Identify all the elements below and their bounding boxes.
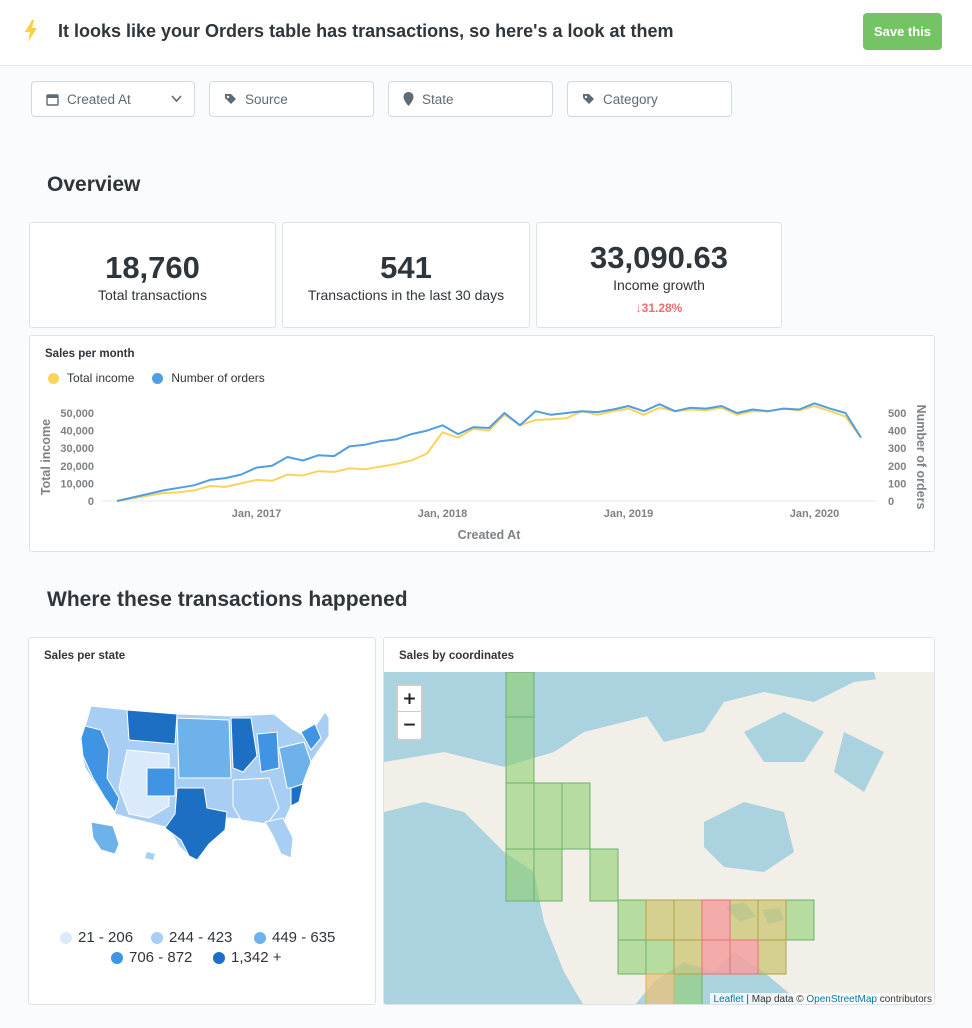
zoom-in-button[interactable]: + <box>398 686 421 712</box>
chart-title: Sales per month <box>45 348 135 360</box>
y2-tick-label: 300 <box>888 443 906 455</box>
legend-swatch <box>111 951 123 964</box>
state-legend-item: 244 - 423 <box>151 929 232 946</box>
attribution-rest: contributors <box>876 994 932 1005</box>
bolt-icon <box>25 20 37 42</box>
sales-line-chart: 0 10,000 20,000 30,000 40,000 50,000 0 100 200 30… <box>39 402 928 542</box>
kpi-card-total-transactions[interactable]: 18,760 Total transactions <box>29 222 276 328</box>
y2-tick-label: 200 <box>888 461 906 473</box>
sales-by-coordinates-card[interactable]: Sales by coordinates <box>383 637 935 1005</box>
kpi-value: 541 <box>380 250 432 285</box>
y-tick-label: 30,000 <box>60 443 94 455</box>
attribution-sep: | Map data © <box>743 994 807 1005</box>
kpi-label: Transactions in the last 30 days <box>307 287 505 303</box>
leaflet-link[interactable]: Leaflet <box>713 994 744 1005</box>
filter-label: Created At <box>67 91 131 107</box>
legend-label: 449 - 635 <box>272 929 336 946</box>
y-tick-label: 0 <box>88 496 94 508</box>
legend-dot <box>152 372 164 384</box>
x-tick-label: Jan, 2018 <box>418 508 468 520</box>
legend-dot <box>48 372 59 384</box>
filter-category[interactable]: Category <box>567 81 732 117</box>
coords-card-title: Sales by coordinates <box>399 650 515 662</box>
kpi-label: Total transactions <box>98 287 207 303</box>
location-pin-icon <box>403 92 414 106</box>
legend-label: 244 - 423 <box>169 929 233 946</box>
page-title: It looks like your Orders table has tran… <box>58 21 674 41</box>
series-line-total-income <box>116 405 862 502</box>
y2-tick-label: 100 <box>888 478 906 490</box>
state-legend-item: 21 - 206 <box>60 929 133 946</box>
overview-title: Overview <box>47 173 141 196</box>
sales-per-month-card[interactable]: Sales per month Total income Number of o… <box>29 335 935 552</box>
tag-icon <box>582 93 595 106</box>
x-tick-label: Jan, 2017 <box>232 508 282 520</box>
coordinates-map[interactable]: + − Leaflet | Map data © OpenStreetMap c… <box>384 672 934 1005</box>
y2-axis-label: Number of orders <box>914 405 928 510</box>
legend-swatch <box>213 951 225 964</box>
legend-swatch <box>60 931 72 944</box>
tag-icon <box>224 93 237 106</box>
y2-tick-label: 500 <box>888 408 906 420</box>
legend-swatch <box>151 931 163 944</box>
zoom-control: + − <box>396 684 423 741</box>
y-tick-label: 20,000 <box>60 461 94 473</box>
legend-label: 706 - 872 <box>129 949 193 966</box>
series-line-number-of-orders <box>116 402 862 502</box>
legend-item-total-income[interactable]: Total income <box>48 371 134 385</box>
legend-label: 21 - 206 <box>78 929 134 946</box>
y-tick-label: 10,000 <box>60 478 94 490</box>
chevron-down-icon <box>171 95 182 103</box>
filter-created-at[interactable]: Created At <box>31 81 195 117</box>
kpi-value: 18,760 <box>105 250 200 285</box>
kpi-change-value: 31.28% <box>641 301 683 315</box>
legend-swatch <box>254 931 266 944</box>
kpi-value: 33,090.63 <box>590 240 728 275</box>
kpi-label: Income growth <box>613 277 705 293</box>
calendar-icon <box>46 93 59 106</box>
y2-tick-label: 0 <box>888 496 894 508</box>
header: It looks like your Orders table has tran… <box>0 0 972 66</box>
legend-label: 1,342 + <box>231 949 282 966</box>
kpi-card-last-30-days[interactable]: 541 Transactions in the last 30 days <box>282 222 530 328</box>
coordinate-grid-overlay <box>505 672 815 1004</box>
legend-item-number-of-orders[interactable]: Number of orders <box>152 371 265 385</box>
legend-label: Total income <box>67 371 135 385</box>
state-card-title: Sales per state <box>44 650 126 662</box>
save-button[interactable]: Save this <box>863 13 942 50</box>
state-legend-item: 449 - 635 <box>254 929 335 946</box>
state-legend-item: 706 - 872 <box>111 949 192 966</box>
y2-tick-label: 400 <box>888 426 906 438</box>
filter-state[interactable]: State <box>388 81 553 117</box>
x-tick-label: Jan, 2020 <box>790 508 840 520</box>
y-axis-label: Total income <box>39 419 53 495</box>
y-tick-label: 40,000 <box>60 426 94 438</box>
x-axis-label: Created At <box>458 528 522 542</box>
map-attribution: Leaflet | Map data © OpenStreetMap contr… <box>709 993 934 1005</box>
filter-label: State <box>422 91 454 107</box>
kpi-card-income-growth[interactable]: 33,090.63 Income growth ↓31.28% <box>536 222 782 328</box>
kpi-change: ↓31.28% <box>537 301 781 315</box>
filter-label: Source <box>245 91 288 107</box>
us-states-map[interactable] <box>29 638 377 1006</box>
where-title: Where these transactions happened <box>47 588 408 611</box>
osm-link[interactable]: OpenStreetMap <box>806 994 877 1005</box>
x-tick-label: Jan, 2019 <box>604 508 654 520</box>
chart-legend: Total income Number of orders <box>48 371 283 385</box>
arrow-down-icon: ↓ <box>635 301 642 315</box>
legend-label: Number of orders <box>171 371 265 385</box>
y-tick-label: 50,000 <box>60 408 94 420</box>
state-legend-item: 1,342 + <box>213 949 281 966</box>
zoom-out-button[interactable]: − <box>398 712 421 738</box>
filter-source[interactable]: Source <box>209 81 374 117</box>
sales-per-state-card[interactable]: Sales per state 21 - 206 <box>28 637 376 1005</box>
filter-label: Category <box>603 91 658 107</box>
